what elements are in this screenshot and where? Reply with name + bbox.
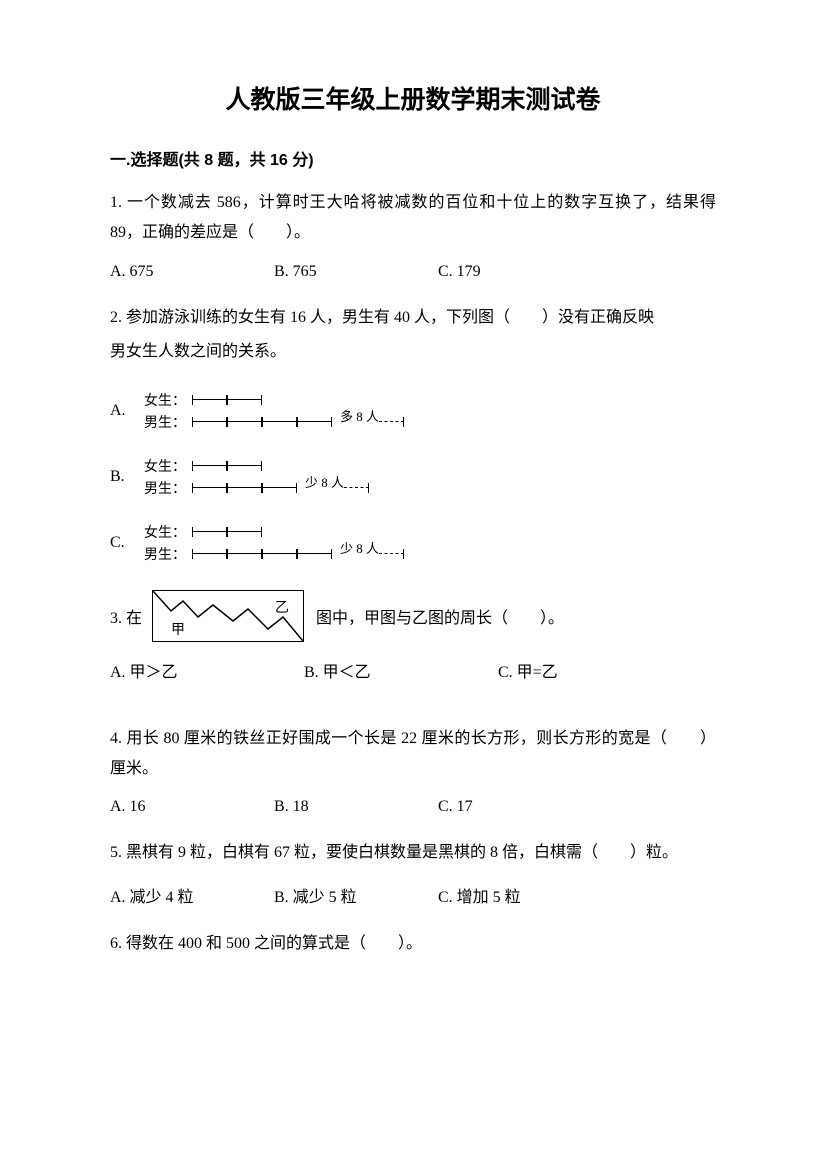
bar-annotation: 少 8 人 bbox=[340, 538, 379, 557]
bar-block: 女生：男生：多 8 人 bbox=[136, 388, 404, 434]
q5-options: A. 减少 4 粒 B. 减少 5 粒 C. 增加 5 粒 bbox=[110, 883, 716, 907]
q1-opt-a: A. 675 bbox=[110, 263, 270, 281]
q2-option-a: A.女生：男生：多 8 人 bbox=[110, 388, 716, 434]
q2-option-b: B.女生：男生：少 8 人 bbox=[110, 454, 716, 500]
q4-opt-c: C. 17 bbox=[438, 798, 598, 816]
option-letter: C. bbox=[110, 534, 136, 552]
q3-opt-b: B. 甲＜乙 bbox=[304, 658, 494, 682]
boy-row: 男生：少 8 人 bbox=[136, 478, 369, 498]
bar-annotation: 多 8 人 bbox=[340, 406, 379, 425]
q3-opt-a: A. 甲＞乙 bbox=[110, 658, 300, 682]
boy-row: 男生：多 8 人 bbox=[136, 412, 404, 432]
bar-block: 女生：男生：少 8 人 bbox=[136, 454, 369, 500]
jia-label: 甲 bbox=[171, 619, 185, 639]
q2-line1: 2. 参加游泳训练的女生有 16 人，男生有 40 人，下列图（ ）没有正确反映 bbox=[110, 303, 716, 333]
boy-label: 男生： bbox=[136, 478, 192, 498]
jia-yi-diagram: 甲 乙 bbox=[152, 590, 304, 642]
page-title: 人教版三年级上册数学期末测试卷 bbox=[110, 80, 716, 116]
boy-label: 男生： bbox=[136, 412, 192, 432]
q2-line2: 男女生人数之间的关系。 bbox=[110, 337, 716, 367]
option-letter: A. bbox=[110, 402, 136, 420]
q1-options: A. 675 B. 765 C. 179 bbox=[110, 263, 716, 281]
girl-label: 女生： bbox=[136, 390, 192, 410]
q5-opt-c: C. 增加 5 粒 bbox=[438, 883, 598, 907]
bar-annotation: 少 8 人 bbox=[305, 472, 344, 491]
q3-opt-c: C. 甲=乙 bbox=[498, 658, 658, 682]
q4-text: 4. 用长 80 厘米的铁丝正好围成一个长是 22 厘米的长方形，则长方形的宽是… bbox=[110, 724, 716, 785]
q3-options: A. 甲＞乙 B. 甲＜乙 C. 甲=乙 bbox=[110, 658, 716, 682]
q3-row: 3. 在 甲 乙 图中，甲图与乙图的周长（ ）。 bbox=[110, 590, 716, 642]
q5-opt-b: B. 减少 5 粒 bbox=[274, 883, 434, 907]
q5-opt-a: A. 减少 4 粒 bbox=[110, 883, 270, 907]
q4-options: A. 16 B. 18 C. 17 bbox=[110, 798, 716, 816]
yi-label: 乙 bbox=[275, 597, 289, 617]
q2-option-c: C.女生：男生：少 8 人 bbox=[110, 520, 716, 566]
q3-pre: 3. 在 bbox=[110, 604, 142, 628]
q1-opt-b: B. 765 bbox=[274, 263, 434, 281]
q4-opt-b: B. 18 bbox=[274, 798, 434, 816]
boy-row: 男生：少 8 人 bbox=[136, 544, 404, 564]
q4-opt-a: A. 16 bbox=[110, 798, 270, 816]
q3-post: 图中，甲图与乙图的周长（ ）。 bbox=[316, 604, 564, 628]
exam-page: 人教版三年级上册数学期末测试卷 一.选择题(共 8 题，共 16 分) 1. 一… bbox=[0, 0, 826, 1169]
q1-text: 1. 一个数减去 586，计算时王大哈将被减数的百位和十位上的数字互换了，结果得… bbox=[110, 188, 716, 249]
girl-label: 女生： bbox=[136, 456, 192, 476]
option-letter: B. bbox=[110, 468, 136, 486]
girl-label: 女生： bbox=[136, 522, 192, 542]
q6-text: 6. 得数在 400 和 500 之间的算式是（ ）。 bbox=[110, 929, 716, 959]
q1-opt-c: C. 179 bbox=[438, 263, 598, 281]
q5-text: 5. 黑棋有 9 粒，白棋有 67 粒，要使白棋数量是黑棋的 8 倍，白棋需（ … bbox=[110, 838, 716, 868]
q2-bar-diagrams: A.女生：男生：多 8 人B.女生：男生：少 8 人C.女生：男生：少 8 人 bbox=[110, 388, 716, 566]
boy-label: 男生： bbox=[136, 544, 192, 564]
section-1-header: 一.选择题(共 8 题，共 16 分) bbox=[110, 146, 716, 170]
bar-block: 女生：男生：少 8 人 bbox=[136, 520, 404, 566]
